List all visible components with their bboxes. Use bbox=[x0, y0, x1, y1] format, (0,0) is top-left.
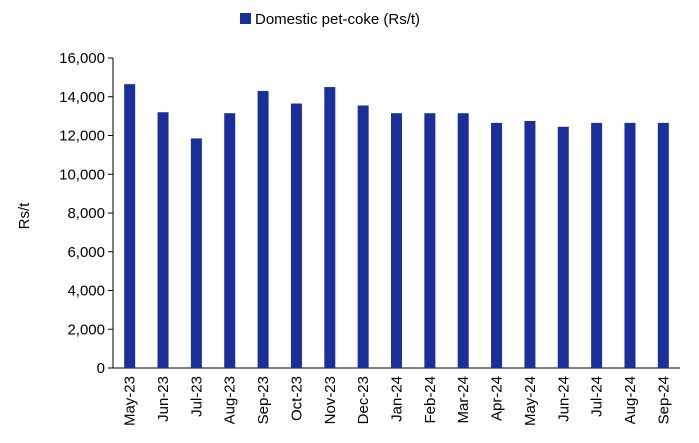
x-tick-label: Sep-24 bbox=[655, 376, 672, 424]
bars bbox=[124, 84, 669, 368]
x-tick-label: Aug-24 bbox=[622, 376, 639, 424]
bar bbox=[290, 103, 302, 368]
bar bbox=[624, 122, 636, 368]
x-tick-label: Aug-23 bbox=[222, 376, 239, 424]
x-axis: May-23 Jun-23 Jul-23 Aug-23 Sep-23 Oct-23 Nov-… bbox=[113, 367, 680, 426]
bar bbox=[357, 105, 369, 368]
bar bbox=[491, 122, 503, 368]
x-tick-label: Sep-23 bbox=[255, 376, 272, 424]
bar bbox=[124, 84, 136, 368]
bar bbox=[557, 126, 569, 368]
x-tick-label: Jan-24 bbox=[389, 376, 406, 422]
x-tick-label: Jun-24 bbox=[555, 376, 572, 422]
y-tick-label: 14,000 bbox=[59, 89, 105, 106]
bar bbox=[257, 90, 269, 368]
bar bbox=[391, 113, 402, 368]
y-tick-label: 4,000 bbox=[67, 283, 105, 300]
x-tick-label: Nov-23 bbox=[322, 376, 339, 424]
y-tick-label: 0 bbox=[97, 360, 105, 377]
x-tick-label: Oct-23 bbox=[288, 376, 305, 421]
y-tick-label: 10,000 bbox=[59, 166, 105, 183]
bar bbox=[190, 138, 202, 368]
x-tick-label: May-23 bbox=[122, 376, 139, 426]
x-tick-label: Apr-24 bbox=[489, 376, 506, 421]
x-tick-label: May-24 bbox=[522, 376, 539, 426]
legend-swatch bbox=[240, 13, 251, 24]
y-tick-label: 16,000 bbox=[59, 50, 105, 67]
bar bbox=[457, 113, 469, 368]
bar bbox=[424, 113, 436, 368]
x-tick-label: Jun-23 bbox=[155, 376, 172, 422]
y-tick-label: 6,000 bbox=[67, 244, 105, 261]
bar bbox=[224, 113, 236, 368]
y-tick-label: 8,000 bbox=[67, 205, 105, 222]
y-tick-label: 12,000 bbox=[59, 128, 105, 145]
x-tick-label: Dec-23 bbox=[355, 376, 372, 424]
x-tick-label: Jul-23 bbox=[188, 376, 205, 417]
y-axis-label: Rs/t bbox=[16, 202, 33, 230]
bar bbox=[157, 112, 169, 368]
bar bbox=[324, 87, 336, 368]
bar bbox=[657, 122, 669, 368]
y-tick-label: 2,000 bbox=[67, 321, 105, 338]
x-tick-label: Jul-24 bbox=[589, 376, 606, 417]
legend: Domestic pet-coke (Rs/t) bbox=[240, 11, 420, 28]
bar bbox=[524, 120, 536, 368]
x-tick-label: Mar-24 bbox=[455, 376, 472, 424]
y-axis: 0 2,000 4,000 6,000 8,000 10,000 12,000 14,000 1… bbox=[59, 50, 114, 377]
bar bbox=[591, 122, 603, 368]
legend-label: Domestic pet-coke (Rs/t) bbox=[255, 11, 420, 28]
x-tick-label: Feb-24 bbox=[422, 376, 439, 424]
